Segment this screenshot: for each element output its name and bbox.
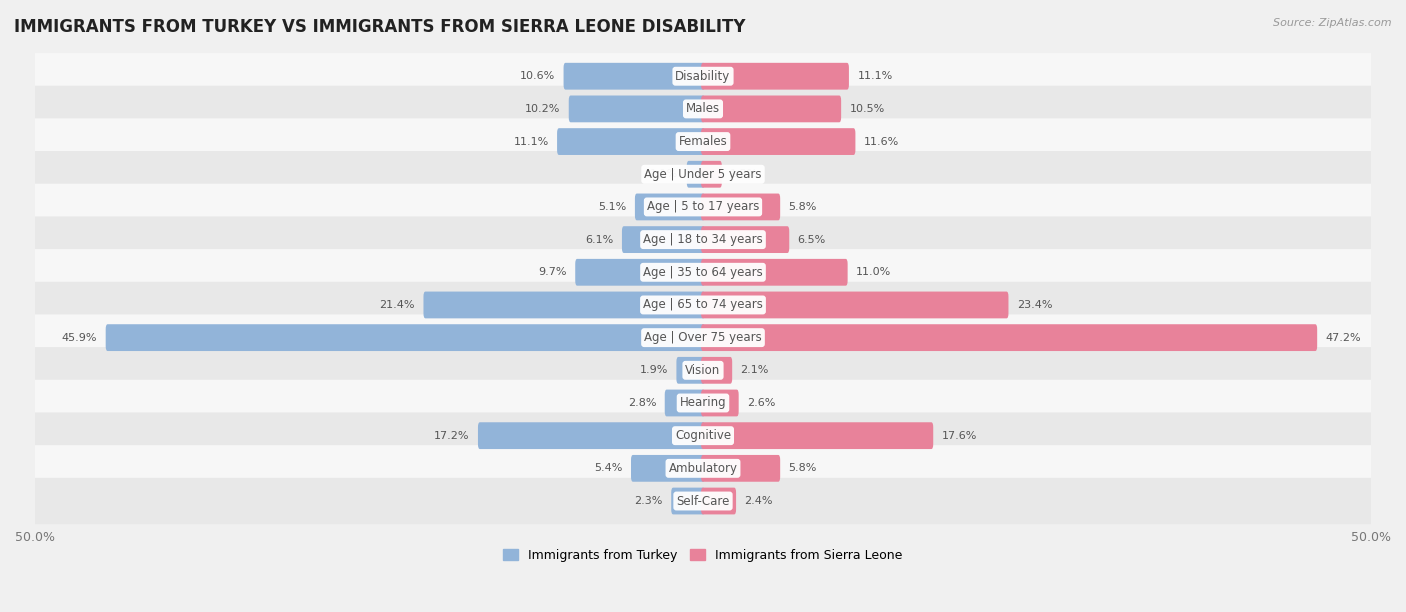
Text: 5.8%: 5.8%	[789, 202, 817, 212]
Text: 2.1%: 2.1%	[741, 365, 769, 375]
FancyBboxPatch shape	[636, 193, 704, 220]
Text: 2.8%: 2.8%	[628, 398, 657, 408]
FancyBboxPatch shape	[702, 324, 1317, 351]
Text: IMMIGRANTS FROM TURKEY VS IMMIGRANTS FROM SIERRA LEONE DISABILITY: IMMIGRANTS FROM TURKEY VS IMMIGRANTS FRO…	[14, 18, 745, 36]
FancyBboxPatch shape	[702, 193, 780, 220]
FancyBboxPatch shape	[31, 217, 1375, 263]
Text: Vision: Vision	[685, 364, 721, 377]
FancyBboxPatch shape	[31, 249, 1375, 296]
Text: Disability: Disability	[675, 70, 731, 83]
Text: Age | 35 to 64 years: Age | 35 to 64 years	[643, 266, 763, 279]
FancyBboxPatch shape	[702, 422, 934, 449]
FancyBboxPatch shape	[702, 95, 841, 122]
FancyBboxPatch shape	[671, 488, 704, 515]
Text: Age | Under 5 years: Age | Under 5 years	[644, 168, 762, 181]
FancyBboxPatch shape	[575, 259, 704, 286]
FancyBboxPatch shape	[702, 128, 855, 155]
Text: Self-Care: Self-Care	[676, 494, 730, 507]
Text: 11.1%: 11.1%	[513, 136, 548, 147]
FancyBboxPatch shape	[665, 390, 704, 416]
FancyBboxPatch shape	[564, 63, 704, 89]
Text: 21.4%: 21.4%	[380, 300, 415, 310]
Text: 2.6%: 2.6%	[747, 398, 776, 408]
Text: 5.8%: 5.8%	[789, 463, 817, 473]
FancyBboxPatch shape	[702, 488, 737, 515]
FancyBboxPatch shape	[31, 315, 1375, 361]
FancyBboxPatch shape	[31, 445, 1375, 491]
Text: 6.1%: 6.1%	[585, 234, 613, 245]
Text: 1.9%: 1.9%	[640, 365, 668, 375]
Text: 1.3%: 1.3%	[730, 170, 758, 179]
Text: 45.9%: 45.9%	[62, 333, 97, 343]
FancyBboxPatch shape	[31, 380, 1375, 426]
Text: 5.1%: 5.1%	[598, 202, 627, 212]
FancyBboxPatch shape	[702, 161, 721, 188]
Text: 6.5%: 6.5%	[797, 234, 825, 245]
Text: Age | 65 to 74 years: Age | 65 to 74 years	[643, 299, 763, 312]
Text: 23.4%: 23.4%	[1017, 300, 1053, 310]
FancyBboxPatch shape	[31, 347, 1375, 394]
FancyBboxPatch shape	[702, 63, 849, 89]
FancyBboxPatch shape	[676, 357, 704, 384]
Text: 5.4%: 5.4%	[595, 463, 623, 473]
Text: 10.6%: 10.6%	[520, 71, 555, 81]
FancyBboxPatch shape	[31, 184, 1375, 230]
Text: Cognitive: Cognitive	[675, 429, 731, 442]
Text: 2.4%: 2.4%	[745, 496, 773, 506]
FancyBboxPatch shape	[702, 455, 780, 482]
FancyBboxPatch shape	[423, 291, 704, 318]
FancyBboxPatch shape	[31, 53, 1375, 99]
FancyBboxPatch shape	[702, 226, 789, 253]
FancyBboxPatch shape	[631, 455, 704, 482]
Text: 2.3%: 2.3%	[634, 496, 662, 506]
Text: 10.2%: 10.2%	[524, 104, 561, 114]
Text: 11.0%: 11.0%	[856, 267, 891, 277]
Text: Age | Over 75 years: Age | Over 75 years	[644, 331, 762, 344]
Text: Females: Females	[679, 135, 727, 148]
FancyBboxPatch shape	[105, 324, 704, 351]
FancyBboxPatch shape	[31, 412, 1375, 459]
FancyBboxPatch shape	[31, 86, 1375, 132]
FancyBboxPatch shape	[31, 151, 1375, 198]
Text: 17.6%: 17.6%	[942, 431, 977, 441]
FancyBboxPatch shape	[702, 357, 733, 384]
Text: Ambulatory: Ambulatory	[668, 462, 738, 475]
FancyBboxPatch shape	[686, 161, 704, 188]
Text: Age | 5 to 17 years: Age | 5 to 17 years	[647, 201, 759, 214]
FancyBboxPatch shape	[702, 259, 848, 286]
FancyBboxPatch shape	[31, 118, 1375, 165]
Text: Hearing: Hearing	[679, 397, 727, 409]
Text: 11.1%: 11.1%	[858, 71, 893, 81]
FancyBboxPatch shape	[702, 291, 1008, 318]
Text: 11.6%: 11.6%	[863, 136, 898, 147]
Text: 17.2%: 17.2%	[434, 431, 470, 441]
FancyBboxPatch shape	[557, 128, 704, 155]
Legend: Immigrants from Turkey, Immigrants from Sierra Leone: Immigrants from Turkey, Immigrants from …	[498, 543, 908, 567]
FancyBboxPatch shape	[569, 95, 704, 122]
FancyBboxPatch shape	[478, 422, 704, 449]
Text: 1.1%: 1.1%	[650, 170, 678, 179]
FancyBboxPatch shape	[621, 226, 704, 253]
FancyBboxPatch shape	[702, 390, 738, 416]
Text: Males: Males	[686, 102, 720, 116]
Text: 47.2%: 47.2%	[1326, 333, 1361, 343]
Text: Age | 18 to 34 years: Age | 18 to 34 years	[643, 233, 763, 246]
Text: Source: ZipAtlas.com: Source: ZipAtlas.com	[1274, 18, 1392, 28]
FancyBboxPatch shape	[31, 282, 1375, 328]
Text: 10.5%: 10.5%	[849, 104, 884, 114]
Text: 9.7%: 9.7%	[538, 267, 567, 277]
FancyBboxPatch shape	[31, 478, 1375, 524]
